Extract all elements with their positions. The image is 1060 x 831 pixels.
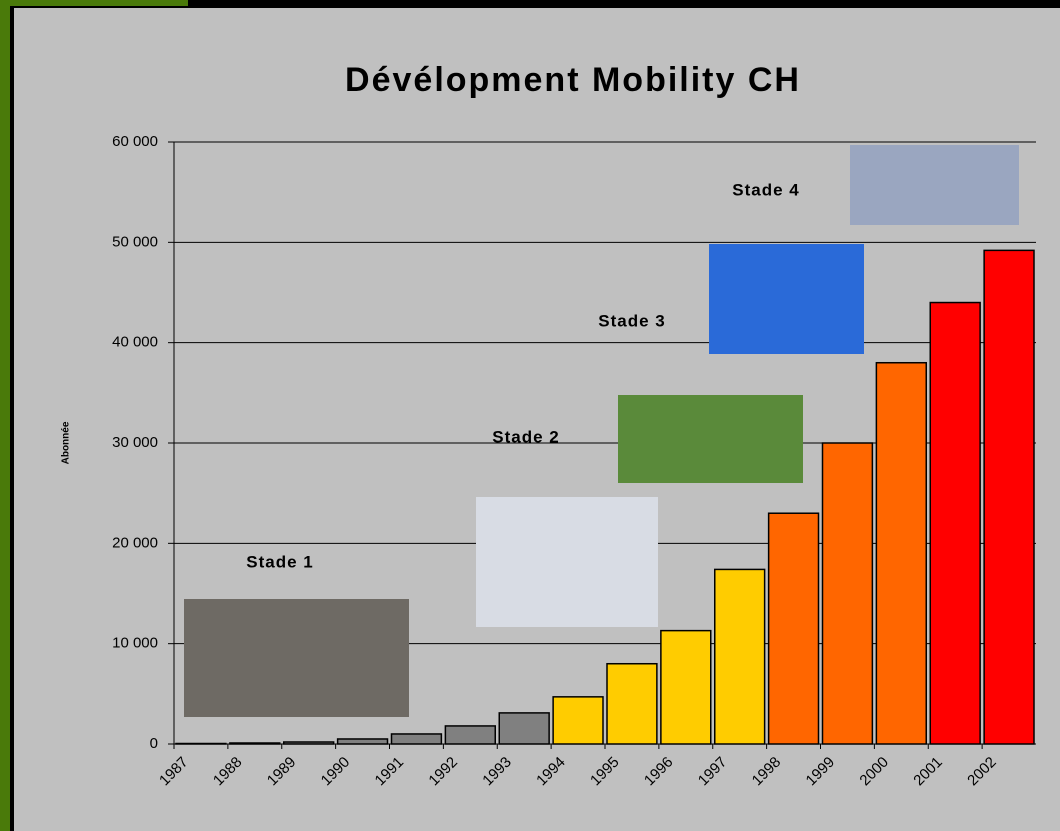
chart-title: Dévélopment Mobility CH xyxy=(345,61,801,99)
y-tick-label: 20 000 xyxy=(112,534,158,551)
bar xyxy=(875,361,927,745)
bar xyxy=(821,442,874,745)
photo xyxy=(709,244,864,354)
y-tick-label: 30 000 xyxy=(112,434,158,451)
annotation: Stade 3 xyxy=(598,311,665,330)
y-tick-label: 60 000 xyxy=(112,133,158,150)
bar xyxy=(606,662,658,745)
bar xyxy=(444,725,496,745)
y-tick-label: 50 000 xyxy=(112,233,158,250)
photo xyxy=(476,497,658,627)
bar xyxy=(929,301,981,745)
bar xyxy=(390,733,443,745)
corner-accent xyxy=(0,0,188,6)
bar xyxy=(336,738,389,745)
y-axis-label: Abonnée xyxy=(61,421,72,464)
photo xyxy=(184,599,409,717)
y-tick-label: 10 000 xyxy=(112,635,158,652)
bar xyxy=(498,712,550,745)
bar xyxy=(714,568,766,745)
photo xyxy=(618,395,803,483)
bar xyxy=(552,696,604,745)
bar xyxy=(983,249,1035,745)
bar xyxy=(660,629,712,745)
bar xyxy=(767,512,820,745)
y-tick-label: 40 000 xyxy=(112,334,158,351)
photo xyxy=(850,145,1019,225)
annotation: Stade 4 xyxy=(732,180,799,199)
annotation: Stade 2 xyxy=(492,427,559,446)
side-accent xyxy=(0,0,10,831)
y-tick-label: 0 xyxy=(150,735,158,752)
annotation: Stade 1 xyxy=(246,552,313,571)
